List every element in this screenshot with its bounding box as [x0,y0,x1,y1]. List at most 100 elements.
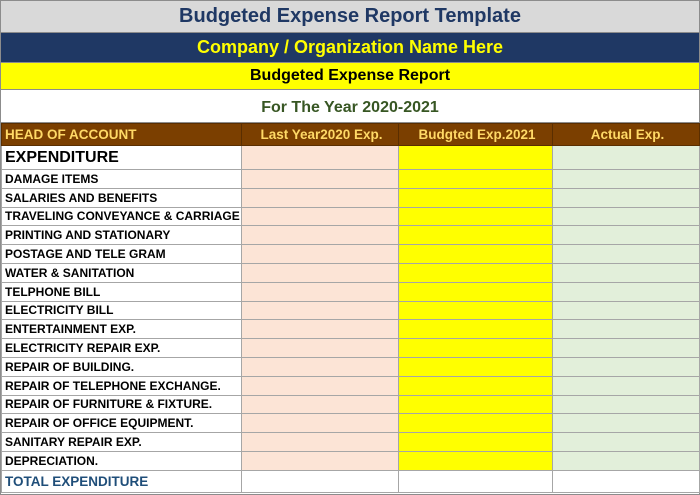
budgeted-cell[interactable] [398,338,553,358]
last-year-cell[interactable] [241,413,399,434]
actual-cell[interactable] [552,262,700,283]
budgeted-cell[interactable] [398,169,553,189]
last-year-cell[interactable] [241,262,399,283]
actual-cell[interactable] [552,169,700,189]
budgeted-cell[interactable] [398,187,553,208]
actual-cell[interactable] [552,300,700,321]
expense-label: REPAIR OF BUILDING. [1,356,242,377]
expense-label: PRINTING AND STATIONARY [1,225,242,246]
expense-label: TELPHONE BILL [1,281,242,302]
actual-cell[interactable] [552,375,700,396]
last-year-cell[interactable] [241,225,399,246]
actual-cell[interactable] [552,394,700,415]
actual-cell[interactable] [552,281,700,302]
section-label: EXPENDITURE [1,145,242,170]
actual-cell[interactable] [552,244,700,264]
total-last-year-cell[interactable] [241,469,399,493]
last-year-cell[interactable] [241,281,399,302]
last-year-header: Last Year2020 Exp. [241,123,399,146]
expense-row: REPAIR OF BUILDING. [1,356,700,377]
budgeted-cell[interactable] [398,432,553,452]
actual-cell[interactable] [552,145,700,170]
expense-label: ENTERTAINMENT EXP. [1,319,242,340]
report-year-cell[interactable]: For The Year 2020-2021 [1,90,699,123]
budgeted-cell[interactable] [398,413,553,434]
budgeted-cell[interactable] [398,375,553,396]
budgeted-header: Budgted Exp.2021 [398,123,553,146]
expense-table: HEAD OF ACCOUNT Last Year2020 Exp. Budgt… [1,123,700,493]
actual-cell[interactable] [552,206,700,227]
actual-cell[interactable] [552,187,700,208]
actual-cell[interactable] [552,356,700,377]
expense-label: SANITARY REPAIR EXP. [1,432,242,452]
expense-label: ELECTRICITY REPAIR EXP. [1,338,242,358]
expense-label: WATER & SANITATION [1,262,242,283]
expense-row: DEPRECIATION. [1,450,700,471]
expense-label: REPAIR OF TELEPHONE EXCHANGE. [1,375,242,396]
expense-label: POSTAGE AND TELE GRAM [1,244,242,264]
budgeted-cell[interactable] [398,225,553,246]
expense-row: REPAIR OF FURNITURE & FIXTURE. [1,394,700,415]
expense-row: ELECTRICITY BILL [1,300,700,321]
template-title: Budgeted Expense Report Template [1,1,699,33]
expense-label: SALARIES AND BENEFITS [1,187,242,208]
section-row: EXPENDITURE [1,145,700,170]
total-actual-cell[interactable] [552,469,700,493]
actual-cell[interactable] [552,225,700,246]
head-of-account-header: HEAD OF ACCOUNT [1,123,242,146]
expense-row: TELPHONE BILL [1,281,700,302]
budgeted-cell[interactable] [398,281,553,302]
expense-row: PRINTING AND STATIONARY [1,225,700,246]
last-year-cell[interactable] [241,356,399,377]
last-year-cell[interactable] [241,375,399,396]
budgeted-cell[interactable] [398,262,553,283]
company-name-cell[interactable]: Company / Organization Name Here [1,33,699,63]
budgeted-cell[interactable] [398,450,553,471]
budgeted-cell[interactable] [398,356,553,377]
actual-cell[interactable] [552,338,700,358]
last-year-cell[interactable] [241,300,399,321]
expense-row: TRAVELING CONVEYANCE & CARRIAGE [1,206,700,227]
last-year-cell[interactable] [241,169,399,189]
expense-row: REPAIR OF OFFICE EQUIPMENT. [1,413,700,434]
last-year-cell[interactable] [241,187,399,208]
actual-cell[interactable] [552,319,700,340]
total-budgeted-cell[interactable] [398,469,553,493]
budgeted-cell[interactable] [398,244,553,264]
expense-row: ELECTRICITY REPAIR EXP. [1,338,700,358]
expense-label: DEPRECIATION. [1,450,242,471]
actual-header: Actual Exp. [552,123,700,146]
last-year-cell[interactable] [241,432,399,452]
expense-row: DAMAGE ITEMS [1,169,700,189]
last-year-cell[interactable] [241,338,399,358]
report-name-cell[interactable]: Budgeted Expense Report [1,63,699,90]
last-year-cell[interactable] [241,145,399,170]
last-year-cell[interactable] [241,319,399,340]
actual-cell[interactable] [552,413,700,434]
last-year-cell[interactable] [241,450,399,471]
expense-label: REPAIR OF OFFICE EQUIPMENT. [1,413,242,434]
total-row: TOTAL EXPENDITURE [1,469,700,493]
budgeted-cell[interactable] [398,394,553,415]
expense-row: SANITARY REPAIR EXP. [1,432,700,452]
expense-label: DAMAGE ITEMS [1,169,242,189]
last-year-cell[interactable] [241,244,399,264]
actual-cell[interactable] [552,450,700,471]
expense-row: POSTAGE AND TELE GRAM [1,244,700,264]
expense-row: WATER & SANITATION [1,262,700,283]
budgeted-cell[interactable] [398,319,553,340]
budgeted-cell[interactable] [398,206,553,227]
total-label: TOTAL EXPENDITURE [1,469,242,493]
last-year-cell[interactable] [241,394,399,415]
expense-label: TRAVELING CONVEYANCE & CARRIAGE [1,206,242,227]
budgeted-cell[interactable] [398,300,553,321]
actual-cell[interactable] [552,432,700,452]
last-year-cell[interactable] [241,206,399,227]
expense-row: REPAIR OF TELEPHONE EXCHANGE. [1,375,700,396]
budgeted-cell[interactable] [398,145,553,170]
expense-label: ELECTRICITY BILL [1,300,242,321]
expense-row: SALARIES AND BENEFITS [1,187,700,208]
expense-row: ENTERTAINMENT EXP. [1,319,700,340]
expense-label: REPAIR OF FURNITURE & FIXTURE. [1,394,242,415]
